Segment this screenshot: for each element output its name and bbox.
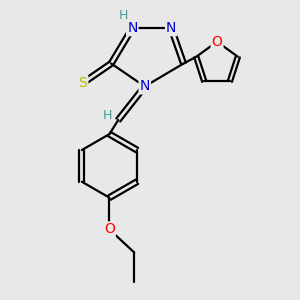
Text: S: S bbox=[79, 76, 87, 90]
Text: H: H bbox=[119, 9, 128, 22]
Text: N: N bbox=[166, 21, 176, 35]
Text: N: N bbox=[127, 21, 137, 35]
Text: H: H bbox=[102, 109, 112, 122]
Text: N: N bbox=[140, 80, 150, 94]
Text: O: O bbox=[104, 222, 115, 236]
Text: O: O bbox=[212, 34, 223, 49]
